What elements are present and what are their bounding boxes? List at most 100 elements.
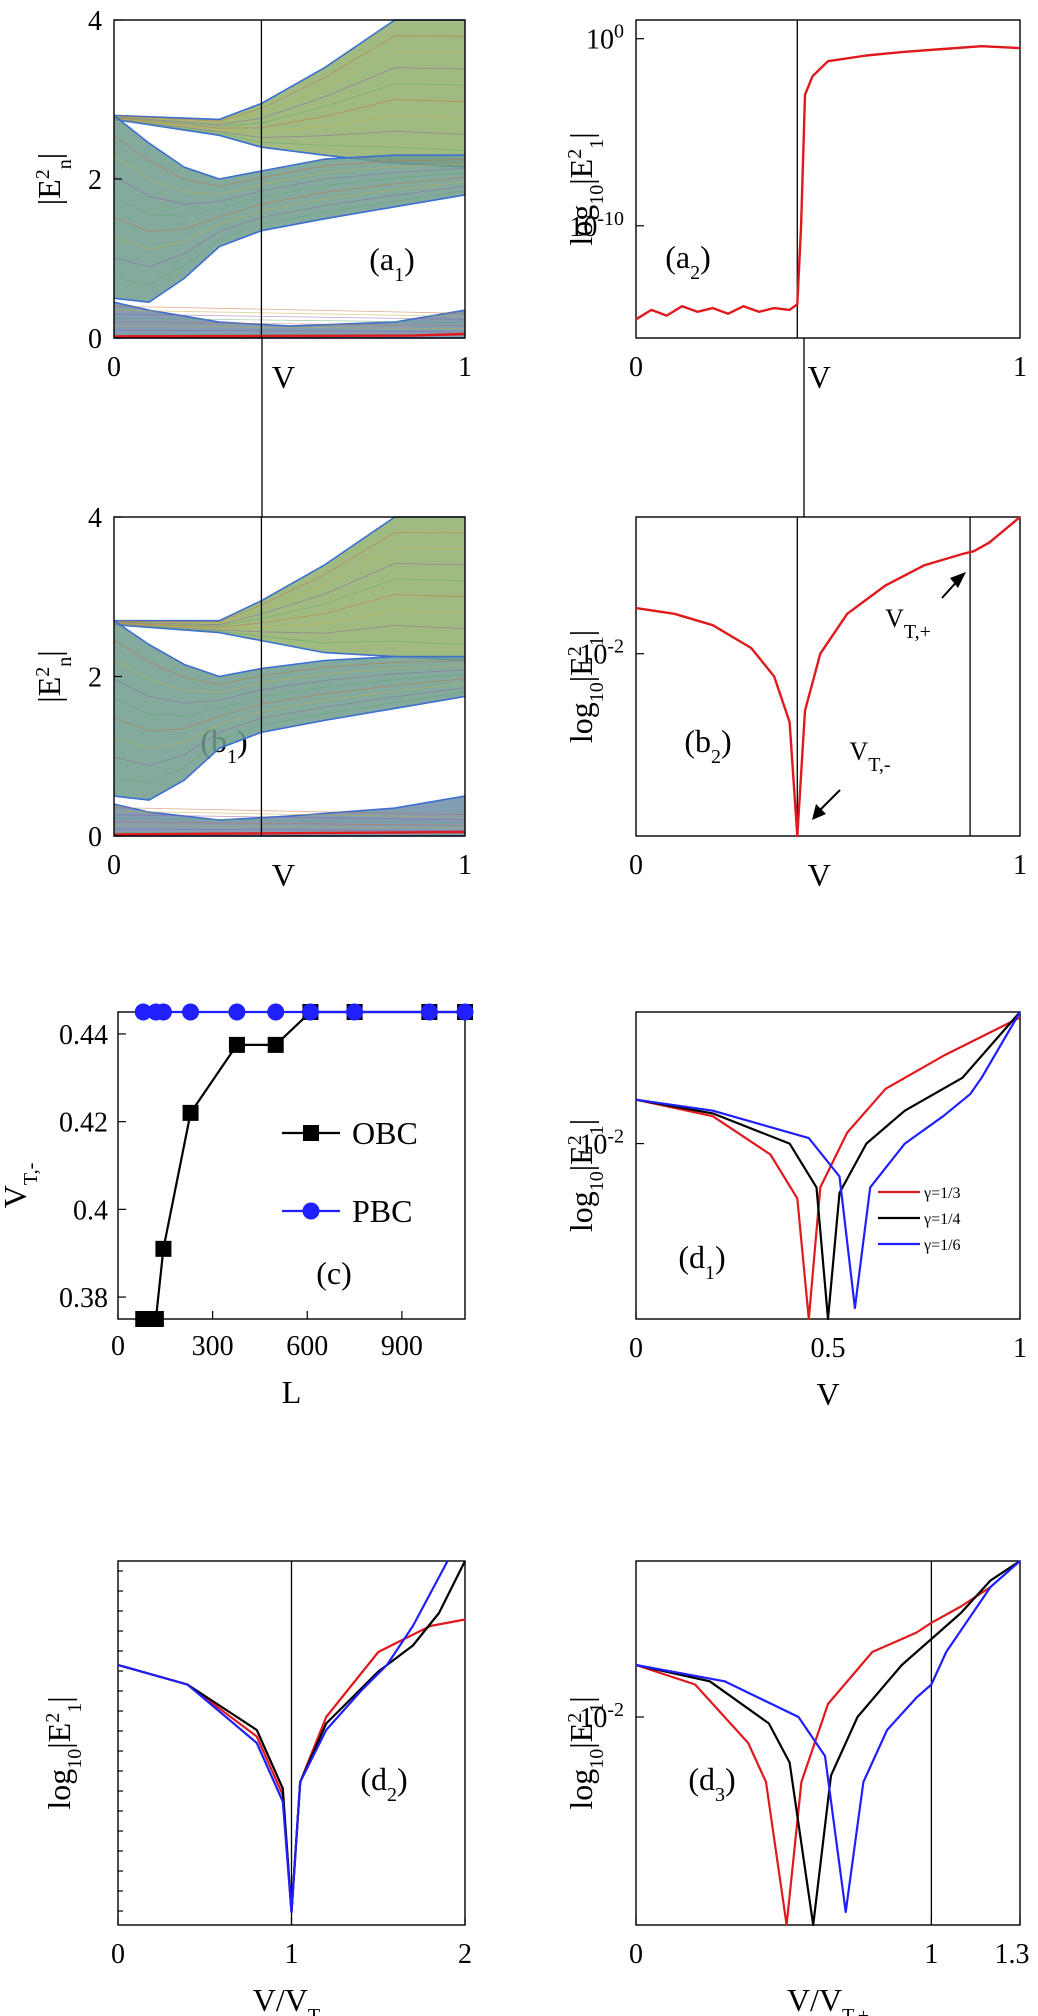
band-edge-upper-a1-1 — [113, 114, 465, 180]
y-tick-label-a2-0: 100 — [586, 21, 624, 56]
red-lowest-eigenvalue-a1 — [113, 332, 466, 338]
series-line-c-0 — [143, 1010, 465, 1321]
band-texture-a1-0-3 — [113, 115, 466, 133]
band-edge-lower-b1-1 — [113, 695, 466, 801]
y-tick-label-c-0: 0.38 — [59, 1283, 108, 1314]
x-tick-label-d2-2: 2 — [458, 1939, 472, 1970]
series-line-d1-0 — [635, 1016, 1021, 1321]
band-texture-b1-0-7 — [113, 547, 466, 624]
band-texture-a1-0-6 — [113, 67, 466, 126]
band-texture-a1-1-3 — [113, 181, 466, 250]
band-texture-b1-1-6 — [113, 669, 466, 704]
y-axis-label-a2: log10|E21| — [563, 132, 608, 245]
annotation-arrowhead-vt-minus — [812, 804, 826, 820]
band-texture-b1-0-1 — [113, 623, 466, 645]
axes-frame-c — [117, 1011, 466, 1320]
x-tick-label-c-3: 900 — [381, 1331, 423, 1362]
y-axis-label-b2: log10|E21| — [563, 630, 608, 743]
y-tick-label-b1-0: 0 — [88, 822, 102, 853]
band-edge-lower-a1-1 — [113, 194, 466, 303]
y-axis-label-a1: |E2n| — [31, 153, 76, 205]
band-texture-a1-1-5 — [113, 172, 466, 217]
series-line-d3-0 — [635, 1586, 992, 1927]
y-tick-label-c-2: 0.42 — [59, 1108, 108, 1139]
obc-point-3 — [182, 1104, 199, 1121]
y-axis-label-d2: log10|E21| — [41, 1696, 86, 1809]
y-tick-label-a2-1: 10-10 — [569, 208, 624, 243]
panel-label-b2: (b2) — [684, 723, 731, 768]
band-edge-upper-b1-2 — [113, 795, 466, 821]
x-tick-label-b2-0: 0 — [629, 850, 643, 881]
band-texture-b1-1-2 — [113, 687, 466, 766]
panel-label-d2: (d2) — [360, 1761, 407, 1806]
x-axis-label-d3: V/VT,+ — [787, 1982, 869, 2016]
band-texture-b1-1-4 — [113, 678, 466, 732]
band-texture-b1-2-4 — [113, 821, 466, 826]
annotation-vt-minus: VT,- — [849, 737, 890, 776]
band-texture-a1-2-7 — [113, 309, 466, 317]
x-tick-label-a1-0: 0 — [107, 352, 121, 383]
x-tick-label-a1-1: 1 — [458, 352, 472, 383]
y-tick-label-b2-0: 10-2 — [579, 636, 624, 671]
band-texture-a1-2-3 — [113, 325, 466, 330]
band-texture-b1-1-3 — [113, 682, 466, 749]
legend-pbc-label: PBC — [352, 1193, 412, 1229]
band-texture-b1-2-5 — [113, 817, 466, 824]
band-texture-a1-0-2 — [113, 118, 466, 138]
x-tick-label-d1-2: 1 — [1013, 1333, 1027, 1364]
legend-obc-label: OBC — [352, 1115, 418, 1151]
band-texture-b1-0-4 — [113, 594, 466, 628]
series-line-d1-1 — [635, 1011, 1021, 1321]
pbc-point-9 — [456, 1003, 474, 1021]
pbc-point-5 — [267, 1003, 285, 1021]
panel-label-a2: (a2) — [665, 239, 711, 284]
x-tick-label-d3-1: 1 — [924, 1939, 938, 1970]
legend-pbc-marker — [302, 1202, 320, 1220]
obc-point-0 — [135, 1311, 152, 1327]
band-texture-a1-1-8 — [113, 135, 466, 187]
obc-point-2 — [155, 1240, 172, 1257]
obc-point-1 — [147, 1311, 164, 1327]
band-texture-b1-1-1 — [113, 691, 466, 784]
band-fill-a1-2 — [114, 302, 465, 338]
pbc-point-8 — [420, 1003, 438, 1021]
band-texture-b1-0-6 — [113, 563, 466, 626]
band-texture-b1-0-8 — [113, 532, 466, 623]
band-texture-b1-2-7 — [113, 810, 466, 818]
y-tick-label-b1-2: 4 — [88, 503, 102, 534]
y-tick-label-a1-2: 4 — [88, 6, 102, 37]
annotation-arrowhead-vt-plus — [950, 572, 966, 588]
band-texture-a1-1-4 — [113, 176, 466, 232]
x-tick-label-d2-0: 0 — [111, 1939, 125, 1970]
band-texture-a1-2-8 — [113, 305, 466, 314]
band-texture-b1-2-6 — [113, 814, 466, 821]
x-tick-label-d1-1: 0.5 — [811, 1333, 846, 1364]
x-tick-label-b1-0: 0 — [107, 850, 121, 881]
legend-label-g6: γ=1/6 — [923, 1237, 961, 1254]
band-texture-a1-2-6 — [113, 313, 466, 320]
series-line-a2 — [635, 45, 1021, 321]
y-tick-label-a1-0: 0 — [88, 324, 102, 355]
legend-label-g4: γ=1/4 — [923, 1211, 961, 1228]
band-texture-b1-0-5 — [113, 578, 466, 627]
axes-frame-d3 — [635, 1560, 1021, 1926]
pbc-point-6 — [301, 1003, 319, 1021]
band-fill-a1-0 — [114, 20, 465, 168]
x-tick-label-c-0: 0 — [111, 1331, 125, 1362]
x-tick-label-d1-0: 0 — [629, 1333, 643, 1364]
y-tick-label-d3-0: 10-2 — [579, 1699, 624, 1734]
pbc-point-0 — [134, 1003, 152, 1021]
axes-frame-a2 — [635, 19, 1021, 339]
axes-frame-b2 — [635, 516, 1021, 837]
y-tick-label-c-1: 0.4 — [73, 1195, 108, 1226]
panel-label-c: (c) — [316, 1255, 352, 1291]
band-edge-upper-b1-1 — [113, 620, 465, 678]
band-texture-b1-0-2 — [113, 623, 466, 634]
x-tick-label-b1-1: 1 — [458, 850, 472, 881]
band-texture-b1-2-2 — [113, 828, 466, 832]
x-tick-label-d3-2: 1.3 — [995, 1939, 1030, 1970]
obc-point-5 — [267, 1036, 284, 1053]
pbc-point-2 — [154, 1003, 172, 1021]
band-texture-a1-0-1 — [113, 118, 466, 152]
panel-label-d1: (d1) — [678, 1239, 725, 1284]
